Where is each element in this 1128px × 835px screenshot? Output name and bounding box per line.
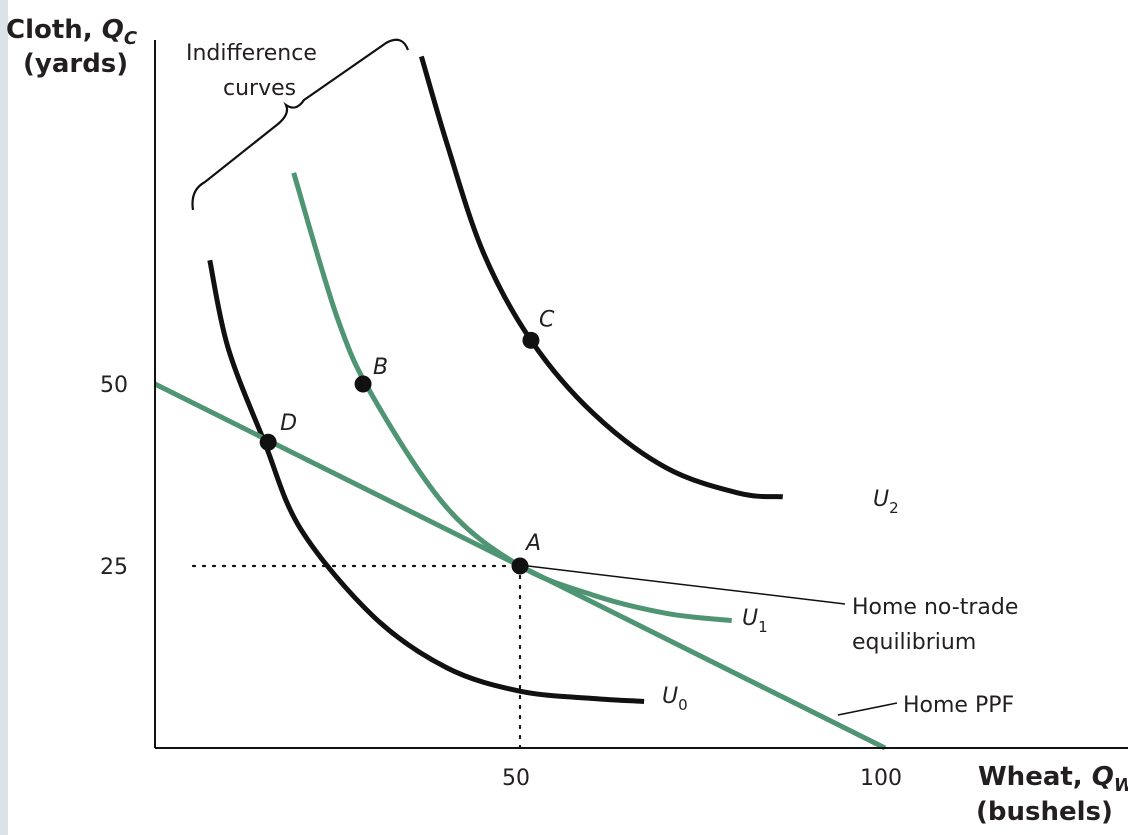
curve-label-U1: U1 xyxy=(742,606,768,636)
curve-label-U2: U2 xyxy=(873,487,899,517)
x-axis-title-unit: (bushels) xyxy=(976,797,1113,827)
indifference-curve-U0 xyxy=(207,259,645,704)
indifference-curve-U2 xyxy=(419,55,784,500)
point-label-A: A xyxy=(524,531,541,556)
indifference-brace xyxy=(191,38,410,211)
point-B xyxy=(354,375,372,393)
x-tick-100: 100 xyxy=(860,766,902,791)
curve-label-U0: U0 xyxy=(662,684,688,714)
y-tick-50: 50 xyxy=(100,373,128,398)
point-D xyxy=(259,433,277,451)
indifference-annotation-line1: Indifference xyxy=(186,41,317,66)
leader-lines xyxy=(191,38,898,716)
indifference-curve-U1 xyxy=(291,172,732,624)
equilibrium-leader xyxy=(527,565,846,605)
point-C xyxy=(522,331,540,349)
axes xyxy=(154,40,1128,749)
x-tick-50: 50 xyxy=(502,766,530,791)
point-label-C: C xyxy=(539,307,555,332)
x-axis-title: Wheat, QW xyxy=(978,762,1128,796)
point-A xyxy=(511,557,529,575)
point-label-B: B xyxy=(373,355,388,380)
left-border-strip xyxy=(0,0,8,835)
equilibrium-annotation-line2: equilibrium xyxy=(852,630,976,655)
guide-lines xyxy=(191,564,522,750)
ppf-annotation: Home PPF xyxy=(903,693,1014,718)
y-axis-title: Cloth, QC xyxy=(6,15,138,49)
y-tick-25: 25 xyxy=(100,555,128,580)
point-label-D: D xyxy=(280,411,297,436)
y-axis-title-unit: (yards) xyxy=(23,49,128,79)
curves xyxy=(153,55,887,751)
equilibrium-annotation-line1: Home no-trade xyxy=(852,595,1018,620)
indifference-annotation-line2: curves xyxy=(223,76,296,101)
equilibrium-points: A B C D xyxy=(259,307,555,575)
ppf-leader xyxy=(837,702,898,716)
